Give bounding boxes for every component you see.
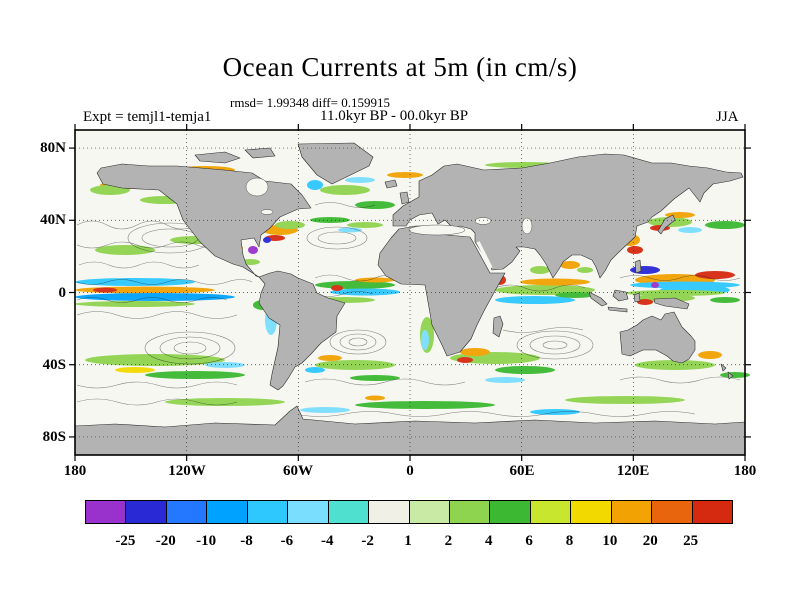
- british-isles: [399, 191, 410, 205]
- colorbar-box: [449, 501, 491, 523]
- south-america: [258, 270, 346, 391]
- lon-tick-label: 120W: [168, 463, 206, 479]
- stats-line: rmsd= 1.99348 diff= 0.159915: [230, 95, 390, 110]
- sulawesi: [633, 292, 641, 303]
- mediterranean-sea: [408, 224, 466, 236]
- red-sea: [476, 241, 493, 269]
- period-line: 11.0kyr BP - 00.0kyr BP: [320, 108, 469, 124]
- australia: [619, 311, 696, 364]
- lat-tick-label: 0: [58, 285, 67, 301]
- colorbar-level-label: -10: [196, 533, 217, 549]
- colorbar-level-label: 20: [642, 533, 658, 549]
- lat-tick-label: 80S: [42, 429, 66, 445]
- colorbar-level-label: 25: [683, 533, 699, 549]
- map-frame: [69, 124, 751, 461]
- colorbar-level-label: -6: [280, 533, 294, 549]
- lon-tick-label: 120E: [616, 463, 650, 479]
- iceland: [384, 179, 398, 189]
- colorbar-box: [328, 501, 370, 523]
- inland-seas: [245, 177, 533, 269]
- colorbar-level-label: -8: [240, 533, 253, 549]
- lon-tick-label: 0: [406, 463, 414, 479]
- colorbar-box: [571, 501, 612, 523]
- colorbar-level-label: 2: [444, 533, 453, 549]
- colorbar-level-label: 8: [565, 533, 574, 549]
- hudson-bay: [245, 177, 269, 197]
- arctic-islands-2: [244, 147, 276, 159]
- experiment-label: Expt = temjl1-temja1: [83, 109, 212, 125]
- colorbar-box: [692, 501, 732, 523]
- page-title: Ocean Currents at 5m (in cm/s): [222, 52, 578, 82]
- lat-tick-label: 40N: [40, 212, 66, 228]
- season-label: JJA: [716, 109, 739, 125]
- lat-tick-label: 40S: [42, 357, 66, 373]
- colorbar-box: [611, 501, 653, 523]
- arctic-islands: [194, 151, 241, 164]
- colorbar-level-label: 4: [485, 533, 493, 549]
- streamlines: [76, 202, 741, 417]
- new-guinea: [653, 297, 690, 310]
- lon-tick-label: 60W: [283, 463, 313, 479]
- world-map-plot: [69, 124, 751, 461]
- lon-tick-label: 180: [733, 463, 757, 479]
- colorbar-labels: -25 -20 -10 -8 -6 -4 -2 1 2 4 6 8 10 20 25: [85, 533, 731, 553]
- great-lakes: [260, 209, 274, 215]
- colorbar-level-label: -25: [115, 533, 136, 549]
- colorbar-level-label: 6: [525, 533, 533, 549]
- lon-tick-label: 180: [63, 463, 87, 479]
- greenland: [297, 142, 374, 185]
- sumatra: [588, 291, 608, 307]
- colorbar-box: [207, 501, 248, 523]
- colorbar-level-label: -20: [155, 533, 176, 549]
- colorbar-box: [247, 501, 289, 523]
- colorbar-box: [530, 501, 572, 523]
- lat-tick-label: 80N: [40, 140, 66, 156]
- colorbar-level-label: 1: [404, 533, 412, 549]
- colorbar-box: [409, 501, 450, 523]
- new-zealand-south: [727, 371, 734, 380]
- colorbar: [85, 500, 733, 524]
- java: [607, 306, 628, 313]
- philippines: [634, 259, 642, 274]
- colorbar-box: [652, 501, 693, 523]
- colorbar-level-label: 10: [602, 533, 618, 549]
- colorbar-box: [166, 501, 208, 523]
- borneo: [612, 289, 629, 302]
- colorbar-box: [369, 501, 410, 523]
- colorbar-box: [288, 501, 329, 523]
- colorbar-box: [490, 501, 531, 523]
- colorbar-level-label: -4: [321, 533, 334, 549]
- lon-tick-label: 60E: [509, 463, 535, 479]
- colorbar-box: [86, 501, 127, 523]
- colorbar-box: [126, 501, 167, 523]
- black-sea: [474, 217, 492, 225]
- colorbar-level-label: -2: [361, 533, 374, 549]
- new-zealand: [720, 363, 727, 372]
- madagascar: [492, 315, 504, 338]
